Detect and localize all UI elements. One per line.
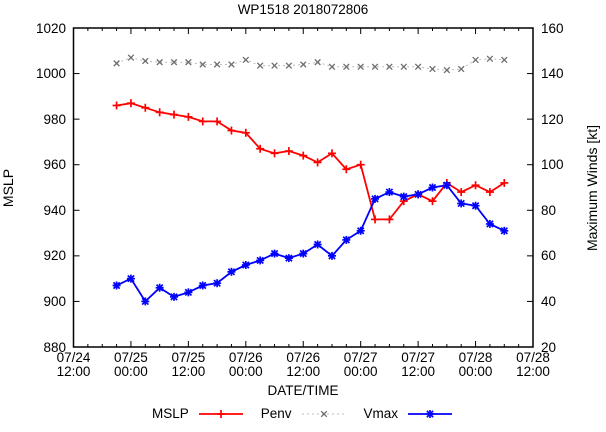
legend: MSLP Penv Vmax — [0, 406, 606, 421]
x-tick-label: 07/26 00:00 — [228, 350, 263, 379]
y2-tick-label: 100 — [541, 157, 564, 173]
series-penv — [113, 54, 508, 74]
y2-axis-label: Maximum Winds [kt] — [584, 125, 600, 252]
x-tick-label: 07/25 12:00 — [171, 350, 206, 379]
y-tick-label: 960 — [43, 157, 66, 173]
series-mslp — [112, 99, 509, 224]
chart-title: WP1518 2018072806 — [237, 2, 369, 17]
legend-label-vmax: Vmax — [363, 406, 399, 421]
y2-tick-label: 140 — [541, 66, 564, 82]
y-tick-label: 900 — [43, 293, 66, 309]
x-tick-label: 07/26 12:00 — [286, 350, 321, 379]
y-tick-label: 920 — [43, 248, 66, 264]
x-ticks — [73, 28, 534, 347]
y-tick-label: 1020 — [35, 20, 66, 36]
y-tick-label: 980 — [43, 111, 66, 127]
legend-item-vmax: Vmax — [364, 406, 455, 421]
y2-tick-label: 160 — [541, 20, 564, 36]
x-tick-label: 07/24 12:00 — [56, 350, 91, 379]
series-vmax — [112, 181, 509, 306]
y2-tick-label: 80 — [541, 202, 557, 218]
x-tick-label: 07/27 12:00 — [401, 350, 436, 379]
legend-sample-mslp-line — [198, 409, 243, 418]
legend-label-penv: Penv — [260, 406, 292, 421]
y2-tick-label: 60 — [541, 248, 557, 264]
legend-item-penv: Penv — [261, 406, 348, 421]
legend-sample-vmax-line — [408, 409, 453, 418]
x-tick-label: 07/25 00:00 — [114, 350, 148, 379]
x-tick-label: 07/27 00:00 — [343, 350, 378, 379]
y-tick-label: 880 — [43, 339, 66, 355]
y2-tick-label: 40 — [541, 293, 557, 309]
y-axis-label: MSLP — [0, 168, 16, 208]
legend-label-mslp: MSLP — [151, 406, 189, 421]
legend-item-mslp: MSLP — [152, 406, 245, 421]
y-tick-label: 940 — [43, 202, 66, 218]
legend-sample-penv-line — [301, 410, 346, 417]
y2-tick-label: 20 — [541, 339, 557, 355]
y2-tick-label: 120 — [541, 111, 564, 127]
y-ticks — [73, 27, 533, 348]
x-axis-label: DATE/TIME — [267, 383, 339, 398]
y-tick-label: 1000 — [35, 66, 66, 82]
x-tick-label: 07/28 00:00 — [458, 350, 493, 379]
x-tick-label: 07/28 12:00 — [516, 350, 550, 379]
